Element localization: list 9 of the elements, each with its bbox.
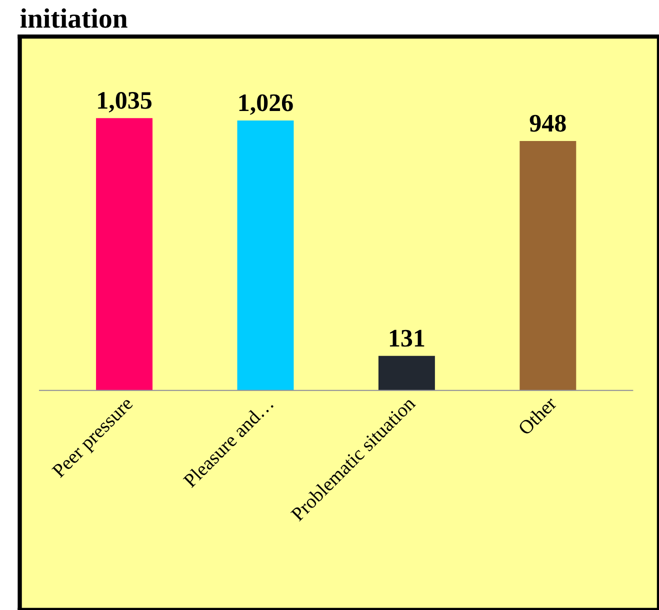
data-label: 1,026 [239,94,293,115]
bar [520,140,576,390]
bar [237,120,294,390]
data-label: 131 [390,330,424,347]
bar [378,356,435,390]
bar [96,118,153,390]
chart-title: initiation [20,8,128,28]
data-label: 948 [530,114,566,132]
data-label: 1,035 [98,92,152,112]
